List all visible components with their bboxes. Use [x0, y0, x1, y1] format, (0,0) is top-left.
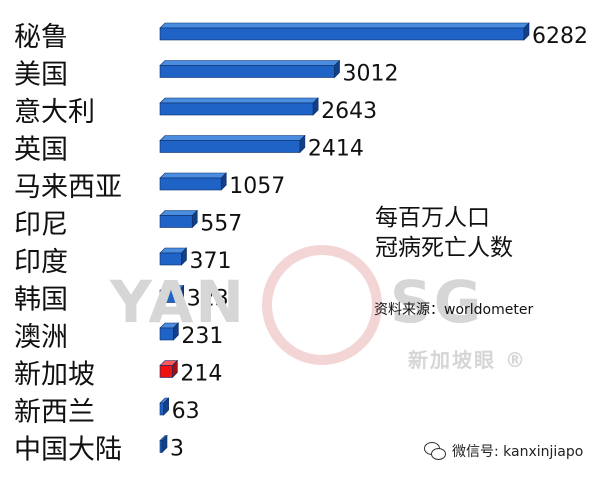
value-label: 231	[181, 324, 223, 349]
bar	[159, 215, 193, 228]
bar	[159, 252, 182, 266]
category-label: 中国大陆	[14, 435, 122, 466]
bar-side	[172, 359, 178, 379]
category-label: 意大利	[14, 97, 95, 128]
watermark-sg: SG	[390, 268, 484, 336]
bar-side	[523, 22, 530, 41]
bar	[159, 365, 173, 378]
watermark-brand: 新加坡眼 ®	[408, 348, 527, 372]
value-label: 6282	[532, 24, 588, 49]
category-label: 澳洲	[14, 322, 68, 353]
bar	[159, 27, 525, 41]
bars-group: 秘鲁 6282 美国 3012 意大利 2643 英国 2414 马来西亚 1057 印尼 557 印度…	[14, 22, 588, 466]
bar-top	[159, 172, 227, 179]
chart-annotation: 每百万人口 冠病死亡人数	[375, 203, 513, 263]
value-label: 63	[172, 399, 200, 424]
bar-top	[159, 97, 319, 104]
category-label: 印度	[14, 247, 68, 278]
wechat-icon	[424, 442, 446, 460]
bar-side	[163, 397, 169, 416]
wechat-footer: 微信号: kanxinjiapo	[424, 441, 583, 461]
bar	[159, 102, 314, 116]
bar-side	[173, 322, 179, 341]
category-label: 新加坡	[14, 360, 95, 391]
bar-side	[181, 247, 187, 266]
value-label: 3	[170, 437, 184, 462]
value-label: 2414	[308, 137, 364, 162]
category-label: 新西兰	[14, 397, 95, 428]
watermark-ring	[262, 245, 382, 365]
annotation-line-2: 冠病死亡人数	[375, 235, 513, 261]
bar-side	[299, 134, 306, 154]
bar-side	[334, 59, 340, 79]
bar	[159, 140, 301, 153]
wechat-id: 微信号: kanxinjiapo	[452, 444, 584, 460]
value-label: 3012	[343, 62, 399, 87]
source-note: 资料来源：worldometer	[374, 302, 534, 318]
bar-top	[159, 60, 341, 66]
category-label: 印尼	[14, 210, 68, 241]
bar-top	[159, 210, 198, 216]
bar-side	[191, 209, 198, 229]
bar-top	[159, 22, 530, 29]
category-label: 马来西亚	[14, 172, 122, 203]
bar-side	[220, 172, 227, 191]
bar-side	[161, 434, 168, 454]
bar	[159, 177, 222, 191]
annotation-line-1: 每百万人口	[375, 205, 490, 231]
bar	[159, 402, 164, 416]
bar	[159, 65, 335, 78]
category-label: 英国	[14, 135, 68, 166]
value-label: 557	[200, 212, 242, 237]
bar-side	[178, 284, 185, 304]
value-label: 2643	[321, 99, 377, 124]
bar-top	[159, 135, 306, 141]
value-label: 371	[189, 249, 231, 274]
value-label: 323	[187, 287, 229, 312]
value-label: 214	[180, 362, 222, 387]
category-label: 韩国	[14, 285, 68, 316]
value-label: 1057	[229, 174, 285, 199]
watermark-yan: YAN	[110, 268, 246, 336]
category-label: 美国	[14, 60, 68, 91]
bar-side	[312, 97, 319, 116]
category-label: 秘鲁	[14, 22, 68, 53]
